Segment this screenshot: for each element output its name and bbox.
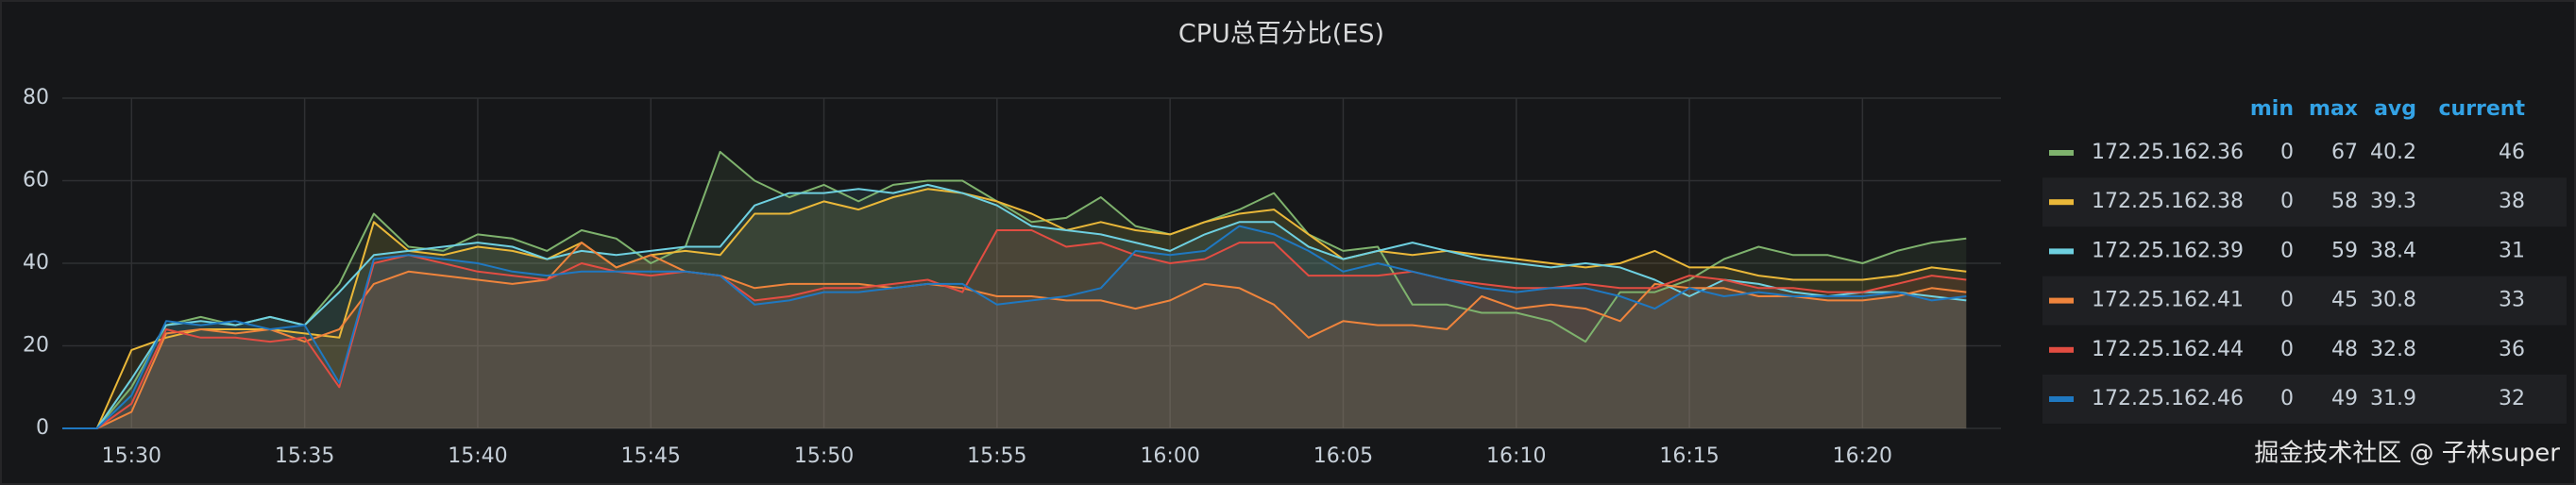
legend-swatch xyxy=(2049,346,2074,353)
legend-row-background xyxy=(2042,177,2567,227)
y-tick-label: 20 xyxy=(23,334,49,358)
areas xyxy=(62,151,1967,428)
legend-avg: 32.8 xyxy=(2370,338,2416,361)
legend-swatch xyxy=(2049,396,2074,402)
legend-min: 0 xyxy=(2280,289,2294,312)
series-line xyxy=(62,183,1967,429)
legend-label: 172.25.162.39 xyxy=(2092,239,2244,262)
legend-swatch xyxy=(2049,297,2074,304)
x-tick-label: 16:15 xyxy=(1659,444,1719,468)
legend-min: 0 xyxy=(2280,387,2294,410)
lines xyxy=(62,150,1967,429)
legend-max: 59 xyxy=(2331,239,2358,262)
x-tick-label: 16:00 xyxy=(1140,444,1199,468)
legend-max: 48 xyxy=(2331,338,2358,361)
legend-max: 45 xyxy=(2331,289,2358,312)
legend-current: 33 xyxy=(2499,289,2525,312)
legend-header: avg xyxy=(2374,97,2416,121)
legend-min: 0 xyxy=(2280,338,2294,361)
legend-current: 46 xyxy=(2499,141,2525,164)
x-tick-label: 16:20 xyxy=(1833,444,1892,468)
legend-current: 31 xyxy=(2499,239,2525,262)
legend-min: 0 xyxy=(2280,239,2294,262)
x-tick-label: 15:30 xyxy=(102,444,161,468)
legend-swatch xyxy=(2049,248,2074,255)
area-fill xyxy=(62,189,1967,428)
legend-row-background xyxy=(2042,375,2567,424)
legend-avg: 30.8 xyxy=(2370,289,2416,312)
legend-label: 172.25.162.46 xyxy=(2092,387,2244,410)
x-tick-label: 15:55 xyxy=(967,444,1026,468)
legend-row-background xyxy=(2042,276,2567,326)
x-tick-label: 15:50 xyxy=(794,444,854,468)
legend-max: 58 xyxy=(2331,190,2358,213)
legend-max: 49 xyxy=(2331,387,2358,410)
x-tick-label: 16:05 xyxy=(1313,444,1373,468)
legend-label: 172.25.162.44 xyxy=(2092,338,2244,361)
legend-avg: 31.9 xyxy=(2370,387,2416,410)
x-tick-label: 15:45 xyxy=(621,444,681,468)
y-tick-label: 40 xyxy=(23,251,49,275)
area-fill xyxy=(62,151,1967,428)
legend-header: max xyxy=(2309,97,2358,121)
y-tick-label: 60 xyxy=(23,169,49,192)
series-line xyxy=(62,242,1967,429)
legend-swatch xyxy=(2049,150,2074,156)
area-fill xyxy=(62,230,1967,428)
legend-avg: 40.2 xyxy=(2370,141,2416,164)
legend-swatch xyxy=(2049,199,2074,206)
area-fill xyxy=(62,242,1967,428)
legend-label: 172.25.162.36 xyxy=(2092,141,2244,164)
legend-avg: 38.4 xyxy=(2370,239,2416,262)
legend-header: min xyxy=(2250,97,2294,121)
series-line xyxy=(62,225,1967,429)
x-tick-label: 15:40 xyxy=(448,444,507,468)
chart-title: CPU总百分比(ES) xyxy=(1178,20,1384,49)
legend-avg: 39.3 xyxy=(2370,190,2416,213)
legend-max: 67 xyxy=(2331,141,2358,164)
series-line xyxy=(62,229,1967,429)
legend-min: 0 xyxy=(2280,190,2294,213)
x-tick-label: 16:10 xyxy=(1486,444,1546,468)
area-fill xyxy=(62,184,1967,428)
legend-header: current xyxy=(2438,97,2525,121)
y-tick-label: 0 xyxy=(36,416,49,440)
legend-current: 36 xyxy=(2499,338,2525,361)
legend-min: 0 xyxy=(2280,141,2294,164)
legend-current: 32 xyxy=(2499,387,2525,410)
legend-current: 38 xyxy=(2499,190,2525,213)
watermark: 掘金技术社区 @ 子林super xyxy=(2254,440,2560,468)
y-tick-label: 80 xyxy=(23,86,49,109)
x-tick-label: 15:35 xyxy=(275,444,334,468)
series-line xyxy=(62,188,1967,429)
area-fill xyxy=(62,226,1967,428)
legend-label: 172.25.162.41 xyxy=(2092,289,2244,312)
legend-label: 172.25.162.38 xyxy=(2092,190,2244,213)
series-line xyxy=(62,150,1967,429)
